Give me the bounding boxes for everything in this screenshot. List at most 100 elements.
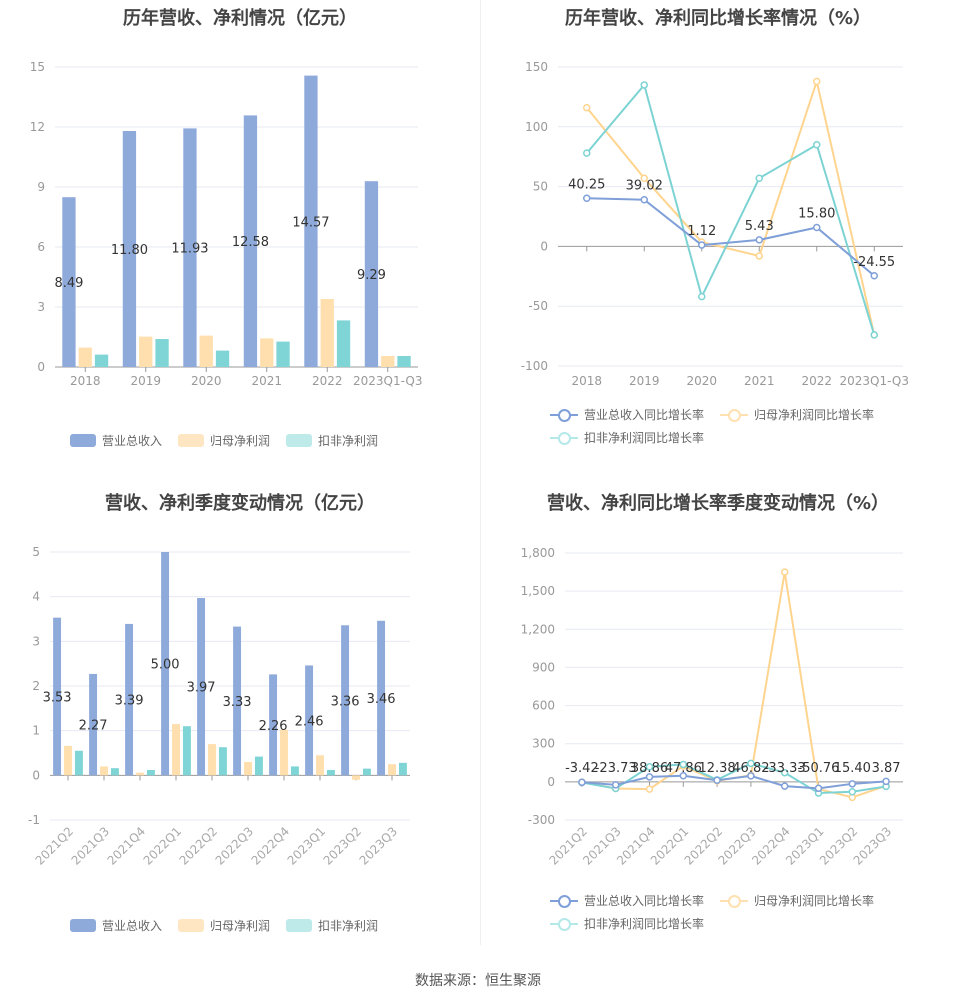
y-tick-label: 150 [525, 60, 548, 74]
data-point-revenue [780, 782, 789, 790]
data-label: 46.82 [732, 761, 769, 776]
legend-annual-revenue: 营业总收入 归母净利润 扣非净利润 [70, 432, 378, 449]
data-point-revenue [578, 778, 586, 787]
data-label: 9.29 [357, 268, 386, 283]
bar-deducted [218, 747, 227, 776]
legend-swatch [70, 434, 96, 447]
data-label: 3.97 [187, 681, 216, 696]
data-point-revenue [813, 223, 821, 232]
bar-revenue [304, 75, 318, 367]
legend-item-deducted-growth[interactable]: 扣非净利润同比增长率 [550, 915, 704, 932]
x-tick-label: 2023Q3 [357, 824, 401, 868]
bar-deducted [398, 762, 407, 776]
y-tick-label: 0 [547, 775, 555, 789]
x-tick-label: 2021Q4 [105, 824, 149, 868]
legend-item-net[interactable]: 归母净利润 [178, 917, 270, 934]
chart-title-quarterly-growth: 营收、净利同比增长率季度变动情况（%） [546, 493, 890, 514]
data-point-revenue [870, 272, 878, 280]
legend-label: 扣非净利润 [318, 919, 379, 933]
data-point-revenue [698, 241, 706, 249]
y-tick-label: 2 [32, 679, 40, 693]
y-tick-label: 100 [525, 120, 548, 134]
bar-net [381, 356, 395, 367]
legend-item-revenue[interactable]: 营业总收入 [70, 432, 162, 449]
legend-quarterly-growth: 营业总收入同比增长率 归母净利润同比增长率 扣非净利润同比增长率 [550, 892, 910, 932]
legend-label: 扣非净利润 [318, 434, 379, 448]
legend-item-deducted[interactable]: 扣非净利润 [286, 917, 378, 934]
y-tick-label: 50 [533, 180, 548, 194]
bar-revenue [233, 626, 242, 776]
legend-item-deducted[interactable]: 扣非净利润 [286, 432, 378, 449]
data-label: 40.25 [568, 177, 605, 192]
bar-net [388, 764, 396, 776]
bar-net [199, 335, 213, 367]
legend-item-revenue[interactable]: 营业总收入 [70, 917, 162, 934]
bar-deducted [254, 756, 263, 776]
legend-label: 营业总收入 [102, 434, 163, 448]
legend-swatch [286, 919, 313, 932]
y-tick-label: 300 [532, 737, 555, 751]
bar-deducted [74, 750, 83, 776]
bar-revenue [305, 665, 314, 776]
data-point-deducted [640, 81, 648, 89]
bar-deducted [155, 339, 169, 367]
y-tick-label: 1,500 [521, 584, 555, 598]
bar-net [352, 775, 360, 780]
data-label: 3.33 [223, 695, 252, 710]
data-label: 3.87 [872, 761, 901, 776]
data-label: 47.86 [665, 761, 702, 776]
data-point-revenue [848, 780, 857, 788]
x-tick-label: 2022Q3 [213, 824, 257, 868]
x-tick-label: 2022 [801, 374, 832, 388]
bar-revenue [341, 625, 350, 776]
legend-item-revenue-growth[interactable]: 营业总收入同比增长率 [550, 406, 704, 423]
y-tick-label: 1,200 [521, 622, 555, 636]
y-tick-label: -1 [28, 813, 40, 827]
data-label: 5.43 [745, 219, 774, 234]
bar-revenue [269, 674, 278, 776]
legend-item-net-growth[interactable]: 归母净利润同比增长率 [720, 892, 874, 909]
data-label: 2.26 [259, 719, 288, 734]
bar-revenue [243, 115, 258, 368]
data-point-revenue [713, 776, 721, 785]
bar-deducted [336, 320, 351, 367]
bar-revenue [183, 128, 197, 367]
data-label: 11.80 [111, 243, 148, 258]
y-tick-label: 1,800 [521, 546, 555, 560]
data-label: 12.58 [232, 235, 269, 250]
data-label: 12.38 [698, 761, 735, 776]
bar-revenue [377, 620, 386, 776]
x-tick-label: 2022 [312, 374, 343, 388]
bar-deducted [110, 768, 119, 776]
x-tick-label: 2023Q2 [321, 824, 365, 868]
data-label: 38.86 [631, 761, 668, 776]
data-point-deducted [870, 331, 878, 339]
legend-item-net-growth[interactable]: 归母净利润同比增长率 [720, 406, 874, 423]
y-tick-label: 3 [37, 300, 45, 314]
bar-net [100, 766, 108, 776]
y-tick-label: -100 [521, 359, 548, 373]
legend-label: 扣非净利润同比增长率 [584, 917, 705, 931]
legend-swatch [178, 434, 205, 447]
data-label: 2.46 [295, 714, 324, 729]
chart-title-annual-growth: 历年营收、净利同比增长率情况（%） [564, 8, 872, 29]
bar-deducted [397, 356, 411, 367]
legend-item-deducted-growth[interactable]: 扣非净利润同比增长率 [550, 429, 704, 446]
bar-net [139, 336, 153, 367]
bar-deducted [182, 726, 191, 776]
x-tick-label: 2021Q2 [33, 824, 77, 868]
legend-item-net[interactable]: 归母净利润 [178, 432, 270, 449]
legend-item-revenue-growth[interactable]: 营业总收入同比增长率 [550, 892, 704, 909]
data-point-deducted [848, 788, 857, 796]
data-label: -23.73 [595, 761, 637, 776]
data-label: 15.80 [798, 207, 835, 222]
legend-swatch [286, 434, 313, 447]
legend-label: 营业总收入同比增长率 [584, 894, 705, 908]
bar-revenue [122, 131, 137, 367]
chart-title-annual-revenue: 历年营收、净利情况（亿元） [123, 8, 357, 29]
data-label: 39.02 [626, 179, 663, 194]
data-label: 2.27 [79, 719, 108, 734]
bar-net [78, 347, 92, 367]
data-point-revenue [755, 236, 763, 244]
bar-net [136, 772, 144, 776]
